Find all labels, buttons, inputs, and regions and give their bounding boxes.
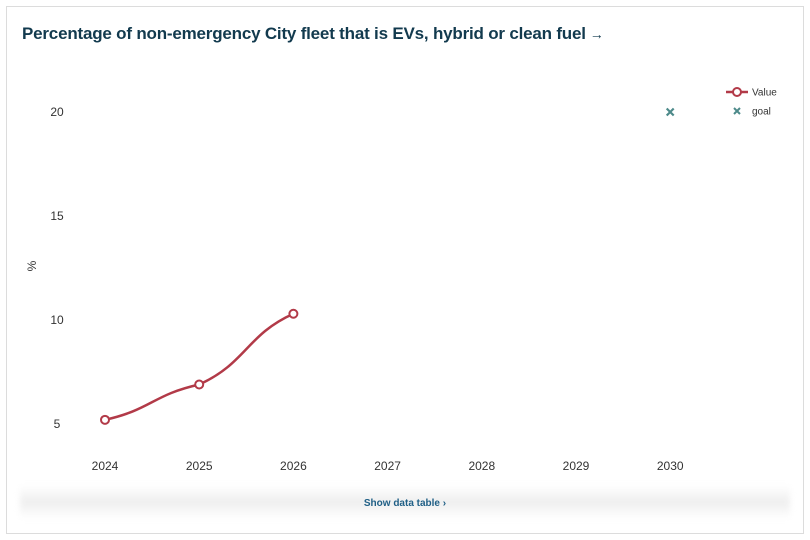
value-point[interactable] [288, 308, 299, 319]
arrow-right-icon[interactable]: → [589, 26, 604, 42]
x-tick-label: 2027 [374, 459, 401, 473]
goal-point[interactable] [665, 107, 675, 117]
x-tick-label: 2024 [92, 459, 119, 473]
x-tick-label: 2029 [563, 459, 590, 473]
y-tick-label: 10 [50, 313, 64, 327]
chart-title-text[interactable]: Percentage of non-emergency City fleet t… [22, 24, 586, 43]
chart-title[interactable]: Percentage of non-emergency City fleet t… [22, 24, 604, 44]
blurred-data-strip [20, 485, 790, 519]
chart-card [6, 6, 804, 534]
x-tick-label: 2025 [186, 459, 213, 473]
legend-value-label[interactable]: Value [752, 88, 777, 99]
legend-goal-marker [733, 107, 741, 115]
x-tick-label: 2030 [657, 459, 684, 473]
legend-value-marker [732, 87, 742, 97]
y-axis-label: % [25, 260, 39, 271]
x-tick-label: 2026 [280, 459, 307, 473]
y-tick-label: 15 [50, 209, 64, 223]
y-tick-label: 5 [54, 417, 61, 431]
legend-goal-label[interactable]: goal [752, 107, 771, 118]
y-tick-label: 20 [50, 105, 64, 119]
value-point[interactable] [100, 414, 110, 425]
value-series-line [104, 312, 294, 422]
x-tick-label: 2028 [468, 459, 495, 473]
show-data-table-link[interactable]: Show data table › [363, 498, 447, 509]
value-point[interactable] [194, 379, 205, 390]
